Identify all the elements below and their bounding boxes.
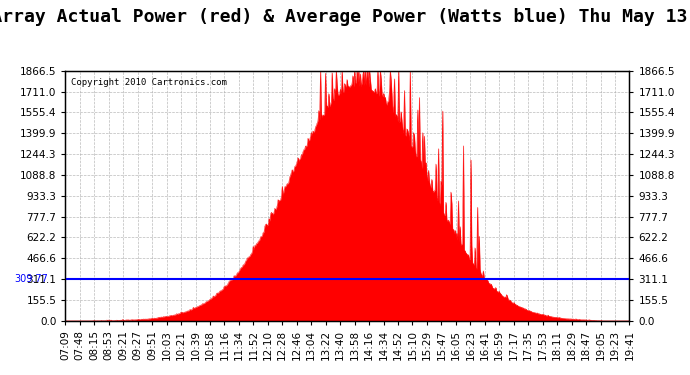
Text: East Array Actual Power (red) & Average Power (Watts blue) Thu May 13 19:51: East Array Actual Power (red) & Average … bbox=[0, 8, 690, 26]
Text: Copyright 2010 Cartronics.com: Copyright 2010 Cartronics.com bbox=[71, 78, 227, 87]
Text: 309.77: 309.77 bbox=[14, 274, 48, 284]
